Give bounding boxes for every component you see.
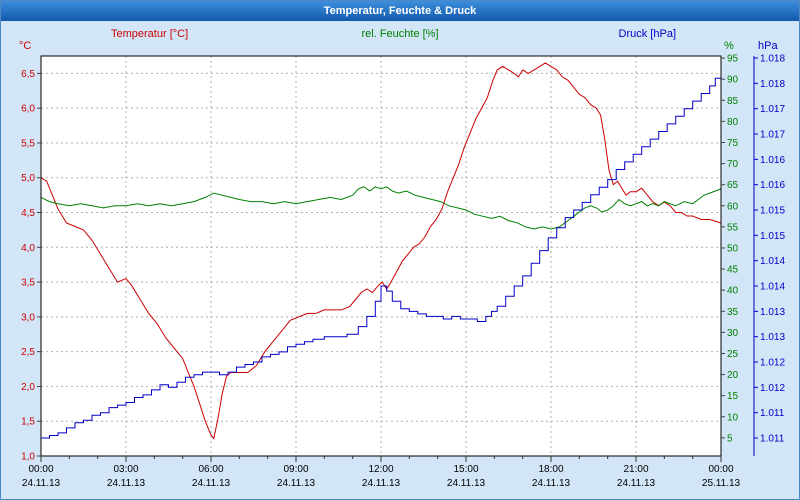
hum-tick-label: 55 — [727, 222, 739, 233]
series-humidity-line — [40, 186, 722, 230]
temp-tick-label: 4,5 — [21, 208, 35, 219]
x-time-label: 12:00 — [368, 464, 393, 475]
hum-tick-label: 85 — [727, 96, 739, 107]
press-tick-label: 1.013 — [760, 307, 785, 318]
legend-pressure: Druck [hPa] — [618, 28, 676, 40]
x-date-label: 24.11.13 — [192, 478, 231, 489]
legend-humidity: rel. Feuchte [%] — [361, 28, 439, 40]
x-time-label: 00:00 — [708, 464, 733, 475]
x-date-label: 24.11.13 — [532, 478, 571, 489]
press-tick-label: 1.017 — [760, 104, 785, 115]
press-tick-label: 1.016 — [760, 155, 785, 166]
press-tick-label: 1.011 — [760, 434, 785, 445]
temp-tick-label: 2,0 — [21, 382, 35, 393]
hum-tick-label: 90 — [727, 75, 739, 86]
hum-axis-unit: % — [724, 40, 734, 52]
hum-tick-label: 5 — [727, 433, 733, 444]
hum-tick-label: 15 — [727, 391, 739, 402]
x-time-label: 06:00 — [198, 464, 223, 475]
temp-tick-label: 6,5 — [21, 69, 35, 80]
x-time-label: 18:00 — [538, 464, 563, 475]
x-date-label: 24.11.13 — [447, 478, 486, 489]
press-tick-label: 1.014 — [760, 282, 785, 293]
temp-tick-label: 3,5 — [21, 278, 35, 289]
series-pressure-line — [41, 68, 722, 439]
temp-axis-unit: °C — [19, 40, 32, 52]
press-tick-label: 1.011 — [760, 408, 785, 419]
x-time-label: 21:00 — [623, 464, 648, 475]
x-time-label: 09:00 — [283, 464, 308, 475]
hum-tick-label: 60 — [727, 201, 739, 212]
press-tick-label: 1.015 — [760, 206, 785, 217]
temp-tick-label: 5,0 — [21, 173, 35, 184]
temp-tick-label: 1,5 — [21, 417, 35, 428]
press-tick-label: 1.018 — [760, 79, 785, 90]
x-date-label: 25.11.13 — [702, 478, 741, 489]
hum-tick-label: 40 — [727, 286, 739, 297]
x-time-label: 00:00 — [28, 464, 53, 475]
press-tick-label: 1.012 — [760, 383, 785, 394]
x-date-label: 24.11.13 — [277, 478, 316, 489]
x-date-label: 24.11.13 — [107, 478, 146, 489]
press-tick-label: 1.016 — [760, 180, 785, 191]
press-tick-label: 1.018 — [760, 54, 785, 65]
hum-tick-label: 10 — [727, 412, 739, 423]
hum-tick-label: 75 — [727, 138, 739, 149]
temp-tick-label: 1,0 — [21, 452, 35, 463]
hum-tick-label: 80 — [727, 117, 739, 128]
temp-tick-label: 6,0 — [21, 104, 35, 115]
press-axis-unit: hPa — [758, 40, 778, 52]
temp-tick-label: 5,5 — [21, 138, 35, 149]
x-date-label: 24.11.13 — [362, 478, 401, 489]
temp-tick-label: 3,0 — [21, 312, 35, 323]
legend-temperature: Temperatur [°C] — [111, 28, 189, 40]
hum-tick-label: 45 — [727, 265, 739, 276]
press-tick-label: 1.014 — [760, 256, 785, 267]
x-date-label: 24.11.13 — [22, 478, 61, 489]
hum-tick-label: 50 — [727, 243, 739, 254]
temp-tick-label: 2,5 — [21, 347, 35, 358]
hum-tick-label: 95 — [727, 54, 739, 65]
series-temperature-line — [40, 62, 722, 440]
hum-tick-label: 25 — [727, 349, 739, 360]
press-tick-label: 1.013 — [760, 332, 785, 343]
press-tick-label: 1.012 — [760, 358, 785, 369]
hum-tick-label: 35 — [727, 307, 739, 318]
press-tick-label: 1.015 — [760, 231, 785, 242]
hum-tick-label: 20 — [727, 370, 739, 381]
hum-tick-label: 30 — [727, 328, 739, 339]
x-time-label: 03:00 — [113, 464, 138, 475]
x-time-label: 15:00 — [453, 464, 478, 475]
x-date-label: 24.11.13 — [617, 478, 656, 489]
press-tick-label: 1.017 — [760, 130, 785, 141]
hum-tick-label: 70 — [727, 159, 739, 170]
window-title: Temperatur, Feuchte & Druck — [1, 1, 799, 21]
hum-tick-label: 65 — [727, 180, 739, 191]
temp-tick-label: 4,0 — [21, 243, 35, 254]
